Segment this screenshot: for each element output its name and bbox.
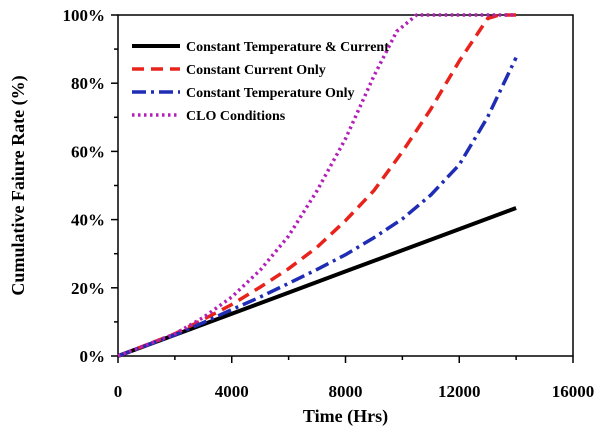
- y-tick-label: 80%: [71, 74, 105, 93]
- y-axis-title: Cumulative Faiure Rate (%): [8, 75, 29, 295]
- legend-label-clo-conditions: CLO Conditions: [186, 109, 286, 124]
- y-tick-label: 0%: [80, 347, 106, 366]
- series-line-constant-current-only: [117, 13, 517, 358]
- x-axis-title: Time (Hrs): [303, 406, 388, 427]
- x-tick-label: 12000: [438, 382, 481, 401]
- legend-label-constant-temperature-only: Constant Temperature Only: [186, 86, 355, 101]
- y-tick-label: 100%: [63, 6, 106, 25]
- x-tick-label: 8000: [329, 382, 363, 401]
- x-tick-label: 16000: [552, 382, 595, 401]
- series-line-constant-temperature-only: [117, 56, 518, 358]
- series-line-constant-temperature-current: [117, 206, 517, 358]
- series-line-clo-conditions: [117, 13, 517, 358]
- y-tick-label: 20%: [71, 279, 105, 298]
- y-tick-label: 40%: [71, 211, 105, 230]
- x-tick-label: 4000: [215, 382, 249, 401]
- legend-label-constant-current-only: Constant Current Only: [186, 63, 326, 78]
- legend-label-constant-temperature-current: Constant Temperature & Current: [186, 40, 389, 55]
- x-tick-label: 0: [114, 382, 123, 401]
- y-tick-label: 60%: [71, 142, 105, 161]
